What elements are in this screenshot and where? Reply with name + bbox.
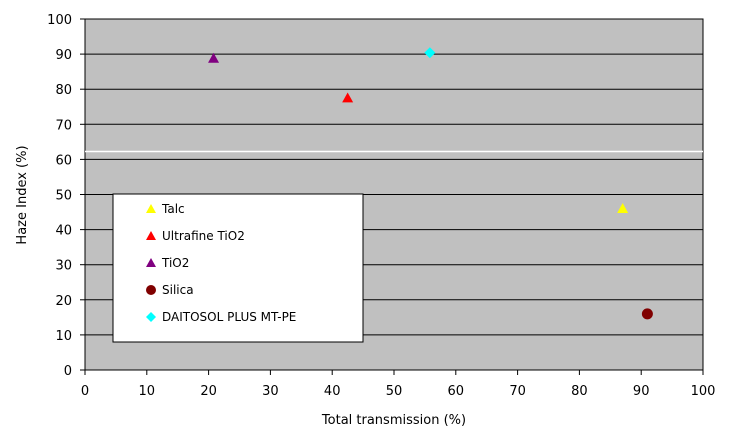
point-ultrafine-tio2 (342, 92, 354, 103)
legend-marker-silica (146, 285, 156, 295)
data-points (208, 47, 653, 320)
y-tick-label: 90 (55, 48, 72, 63)
legend: Talc Ultrafine TiO2 TiO2 Silica DAITOSOL PLU… (112, 193, 364, 343)
legend-marker-tio2 (146, 258, 156, 267)
x-tick-label: 30 (262, 384, 279, 399)
tick-labels: 0 10 20 30 40 50 60 70 80 90 100 0 10 20 30 40 50 60 70 80 9… (47, 13, 715, 399)
legend-label-silica: Silica (162, 283, 194, 297)
point-daitosol-plus-mt-pe (424, 47, 436, 59)
y-tick-label: 100 (47, 13, 72, 28)
legend-label-daitosol-plus-mt-pe: DAITOSOL PLUS MT-PE (162, 310, 296, 324)
point-silica (641, 308, 653, 320)
y-tick-label: 70 (55, 118, 72, 133)
legend-marker-talc (146, 204, 156, 213)
x-tick-label: 100 (691, 384, 716, 399)
y-tick-label: 30 (55, 259, 72, 274)
y-tick-label: 40 (55, 224, 72, 239)
x-tick-label: 40 (324, 384, 341, 399)
y-axis-title: Haze Index (%) (15, 145, 30, 244)
x-tick-label: 80 (571, 384, 588, 399)
x-tick-label: 50 (386, 384, 403, 399)
y-tick-label: 80 (55, 83, 72, 98)
x-tick-label: 90 (633, 384, 650, 399)
legend-marker-ultrafine-tio2 (146, 231, 156, 240)
point-tio2 (208, 52, 220, 63)
x-tick-label: 70 (509, 384, 526, 399)
legend-label-talc: Talc (161, 202, 185, 216)
point-talc (617, 203, 629, 213)
x-axis-title: Total transmission (%) (321, 413, 466, 428)
x-tick-label: 10 (139, 384, 156, 399)
y-tick-label: 0 (64, 364, 72, 379)
x-tick-label: 0 (81, 384, 89, 399)
legend-marker-daitosol-plus-mt-pe (146, 312, 156, 322)
y-tick-label: 10 (55, 329, 72, 344)
y-tick-label: 50 (55, 189, 72, 204)
x-tick-label: 60 (448, 384, 465, 399)
x-tick-label: 20 (200, 384, 217, 399)
legend-label-ultrafine-tio2: Ultrafine TiO2 (162, 229, 245, 243)
y-tick-label: 20 (55, 294, 72, 309)
legend-label-tio2: TiO2 (161, 256, 189, 270)
y-tick-label: 60 (55, 153, 72, 168)
